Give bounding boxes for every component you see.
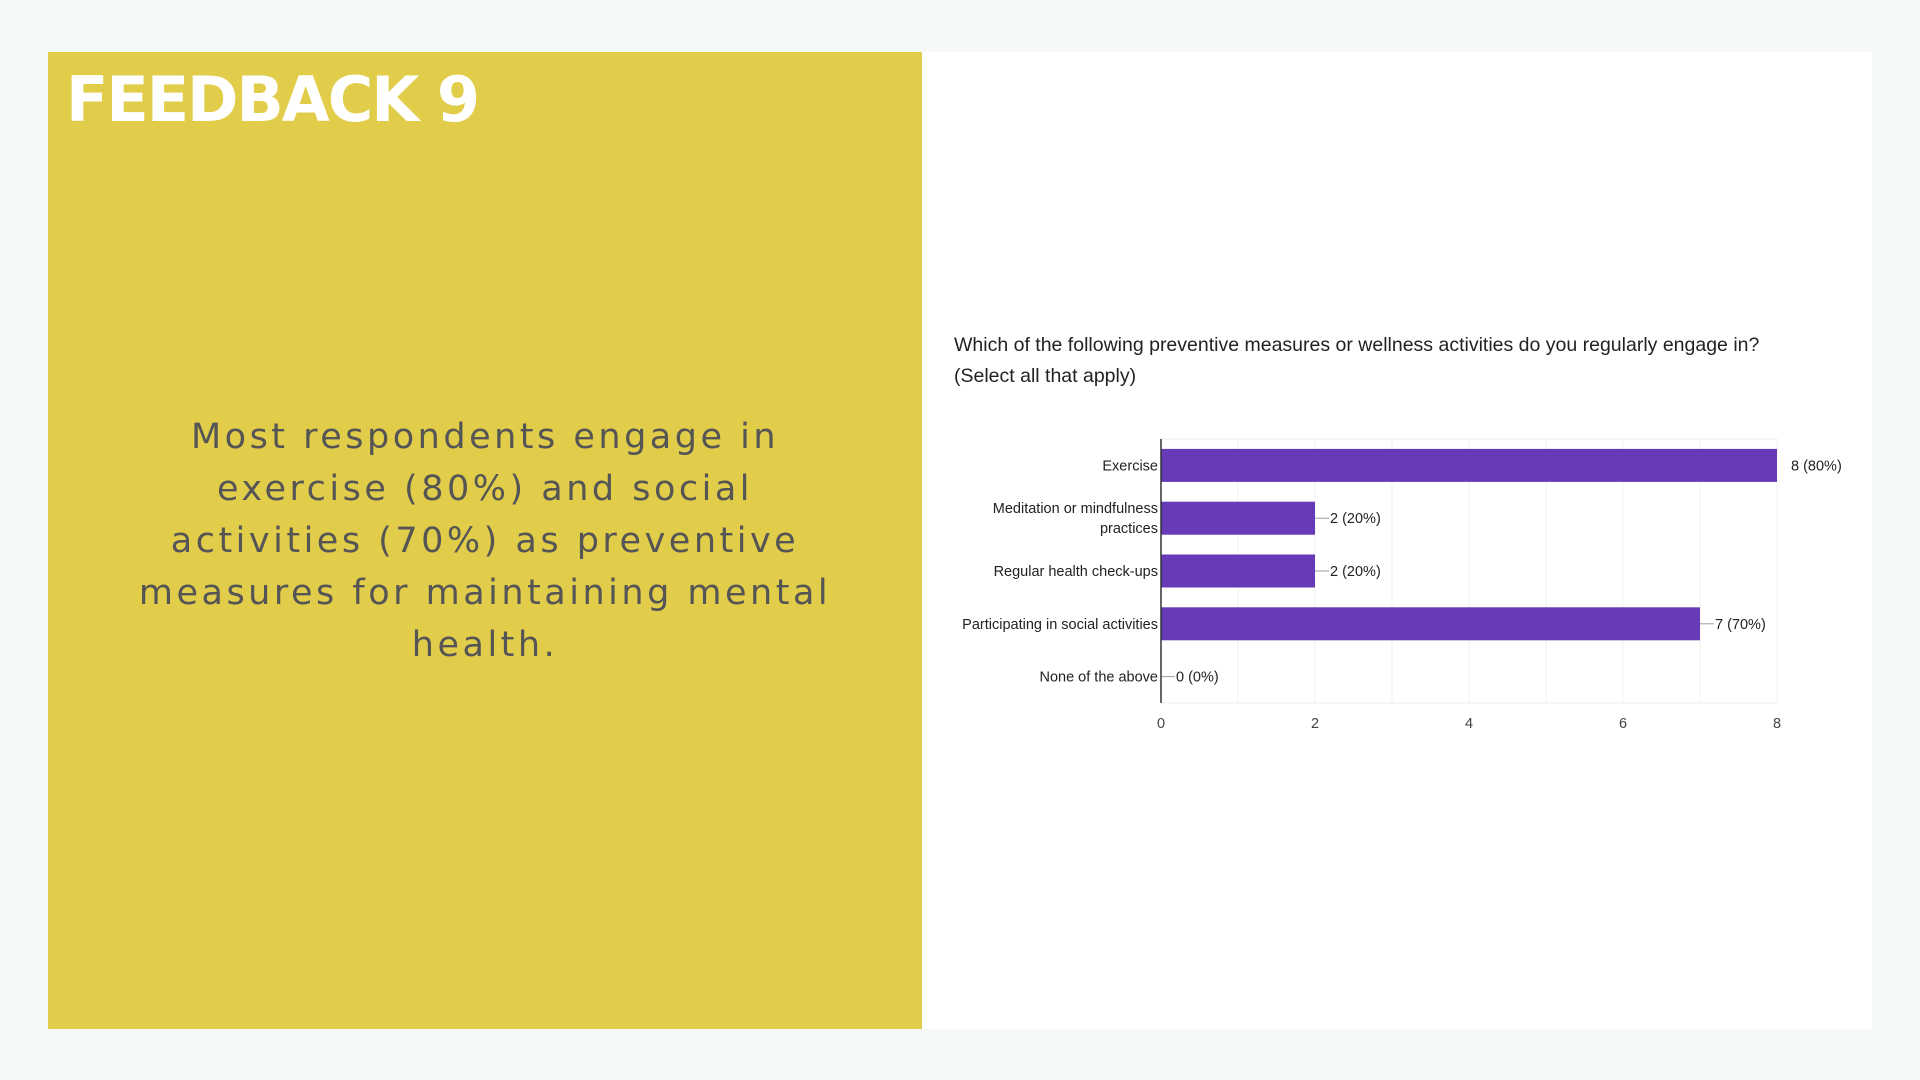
data-label: 2 (20%) [1330,564,1381,580]
chart-title-line-2: (Select all that apply) [954,365,1137,387]
category-label: None of the above [1039,670,1158,686]
data-label: 7 (70%) [1715,617,1766,633]
bar-2 [1161,554,1315,588]
chart-panel: Which of the following preventive measur… [922,52,1872,1029]
bar-3 [1161,607,1700,641]
category-label: Regular health check-ups [994,564,1158,580]
slide-heading: FEEDBACK 9 [66,63,480,136]
bar-0 [1161,448,1777,482]
x-tick-label: 6 [1619,716,1627,732]
category-label: Exercise [1102,458,1158,474]
chart-title: Which of the following preventive measur… [954,330,1854,392]
chart-title-line-1: Which of the following preventive measur… [954,334,1760,356]
category-label: practices [1100,521,1158,537]
category-label: Participating in social activities [962,617,1158,633]
bar-1 [1161,501,1315,535]
category-label: Meditation or mindfulness [993,501,1158,517]
x-tick-label: 0 [1157,716,1165,732]
x-tick-label: 8 [1773,716,1781,732]
x-tick-label: 4 [1465,716,1473,732]
summary-panel: FEEDBACK 9 Most respondents engage in ex… [48,52,922,1029]
summary-text: Most respondents engage in exercise (80%… [138,417,832,665]
data-label: 0 (0%) [1176,670,1219,686]
bar-chart: Exercise 8 (80%) Meditation or mindfulness… [962,438,1842,732]
data-label: 8 (80%) [1791,458,1842,474]
data-label: 2 (20%) [1330,511,1381,527]
x-tick-label: 2 [1311,716,1319,732]
